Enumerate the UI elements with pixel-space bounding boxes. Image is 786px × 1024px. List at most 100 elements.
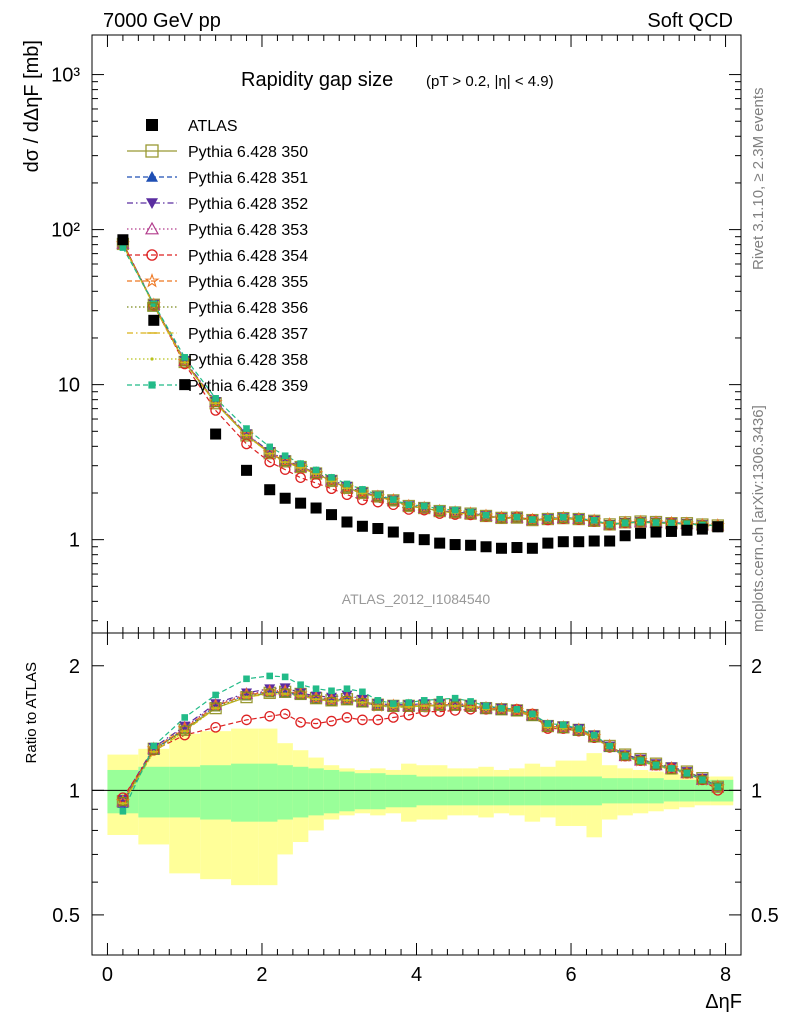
data-point xyxy=(241,688,253,699)
data-point xyxy=(328,474,335,481)
data-point xyxy=(210,428,222,440)
data-point xyxy=(295,497,307,509)
data-point xyxy=(118,797,128,806)
data-point xyxy=(683,769,691,777)
data-point xyxy=(559,721,567,729)
legend-label: Pythia 6.428 357 xyxy=(188,326,308,343)
data-point xyxy=(356,520,368,532)
data-point xyxy=(542,537,554,549)
ratio-band-inner xyxy=(401,774,417,808)
x-axis-label: ΔηF xyxy=(705,991,742,1013)
x-tick-label: 2 xyxy=(256,964,267,986)
data-point xyxy=(146,249,158,261)
data-point xyxy=(465,539,477,551)
data-point xyxy=(265,688,275,698)
data-point xyxy=(243,425,250,432)
legend-entry: Pythia 6.428 351 xyxy=(127,170,308,187)
legend-entry: Pythia 6.428 359 xyxy=(127,378,308,395)
data-point xyxy=(297,460,304,467)
data-point xyxy=(374,697,382,704)
ratio-band-inner xyxy=(385,774,402,808)
data-point xyxy=(279,683,291,694)
data-point xyxy=(241,464,253,476)
ratio-band-inner xyxy=(586,776,602,806)
header-left: 7000 GeV pp xyxy=(103,10,221,32)
ratio-band-inner xyxy=(416,776,432,806)
data-point xyxy=(343,480,351,488)
ratio-band-inner xyxy=(308,768,324,816)
data-point xyxy=(312,685,320,693)
data-point xyxy=(341,690,353,701)
ratio-band-inner xyxy=(323,769,340,814)
legend-label: Pythia 6.428 350 xyxy=(188,144,308,161)
legend-entry: Pythia 6.428 350 xyxy=(127,144,308,161)
data-point xyxy=(557,536,569,548)
data-point xyxy=(312,466,320,474)
ratio-band-inner xyxy=(493,776,510,806)
data-point xyxy=(573,536,585,548)
chart-title: Rapidity gap size xyxy=(241,69,393,91)
ratio-band-inner xyxy=(431,776,448,806)
data-point xyxy=(544,720,552,727)
data-point xyxy=(147,302,157,312)
data-point xyxy=(482,702,490,710)
data-point xyxy=(210,699,222,710)
data-point xyxy=(326,715,337,727)
data-point xyxy=(513,513,521,521)
data-point xyxy=(513,705,521,713)
data-point xyxy=(468,705,473,709)
data-point xyxy=(183,360,187,365)
axes xyxy=(91,34,742,956)
data-point xyxy=(372,714,384,726)
y-tick-label: 10 xyxy=(58,375,80,397)
data-point xyxy=(621,752,629,760)
ratio-tick-label-left: 2 xyxy=(69,656,80,678)
data-point xyxy=(310,502,322,514)
data-point xyxy=(420,697,428,704)
data-point xyxy=(281,452,289,460)
legend-label: Pythia 6.428 352 xyxy=(188,196,308,213)
y-tick-label: 1 xyxy=(69,530,80,552)
ratio-band-inner xyxy=(339,771,355,812)
data-point xyxy=(146,119,158,131)
data-point xyxy=(299,466,303,470)
ratio-band-inner xyxy=(478,776,494,806)
data-point xyxy=(146,198,158,209)
data-point xyxy=(341,712,353,723)
legend-label: ATLAS xyxy=(188,118,238,135)
ratio-band-inner xyxy=(354,773,371,810)
data-point xyxy=(575,725,583,732)
data-point xyxy=(264,484,276,496)
data-point xyxy=(652,761,660,769)
data-point xyxy=(299,694,303,698)
data-point xyxy=(268,451,272,456)
data-point xyxy=(588,515,600,527)
legend-label: Pythia 6.428 356 xyxy=(188,300,308,317)
data-point xyxy=(387,526,399,538)
ratio-band-inner xyxy=(231,763,259,822)
data-point xyxy=(152,750,156,754)
data-point xyxy=(283,692,287,696)
data-point xyxy=(606,742,613,750)
data-point xyxy=(326,509,338,521)
data-point xyxy=(418,534,430,546)
data-point xyxy=(480,541,492,553)
legend-label: Pythia 6.428 354 xyxy=(188,248,308,265)
data-point xyxy=(390,700,397,707)
data-point xyxy=(360,700,365,705)
x-tick-label: 0 xyxy=(102,964,113,986)
data-point xyxy=(266,443,274,451)
ratio-tick-label-right: 0.5 xyxy=(751,905,779,927)
ratio-band-inner xyxy=(509,776,525,806)
data-point xyxy=(374,491,382,499)
data-point xyxy=(387,712,399,723)
data-point xyxy=(619,530,631,542)
data-point xyxy=(148,314,160,326)
data-point xyxy=(281,673,289,681)
legend-entry: Pythia 6.428 354 xyxy=(127,248,308,265)
data-point xyxy=(665,525,677,537)
legend-label: Pythia 6.428 358 xyxy=(188,352,308,369)
data-point xyxy=(150,742,158,750)
data-point xyxy=(264,710,276,722)
data-point xyxy=(211,702,221,712)
